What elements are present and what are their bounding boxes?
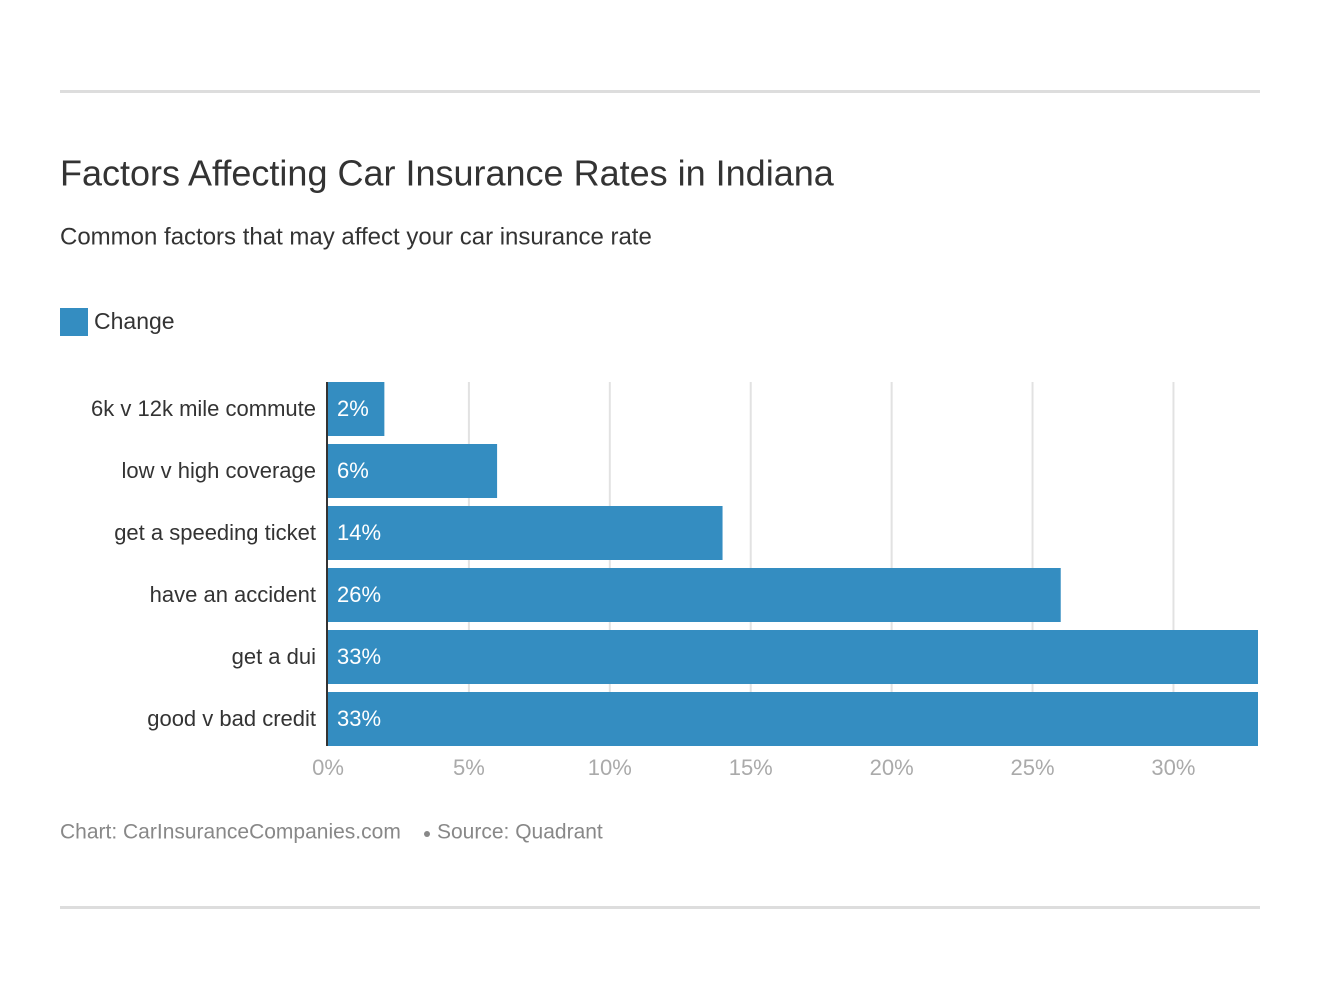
x-tick-label: 30%: [1151, 755, 1195, 780]
bar: [328, 506, 723, 560]
x-tick-label: 10%: [588, 755, 632, 780]
y-category-label: have an accident: [150, 582, 316, 607]
separator-dot: [424, 831, 430, 837]
bar: [328, 568, 1061, 622]
chart-source: Source: Quadrant: [437, 821, 603, 844]
value-label: 2%: [337, 396, 369, 421]
chart-credit: Chart: CarInsuranceCompanies.com: [60, 821, 401, 844]
value-label: 33%: [337, 706, 381, 731]
x-tick-label: 15%: [729, 755, 773, 780]
y-category-label: low v high coverage: [122, 458, 316, 483]
value-label: 6%: [337, 458, 369, 483]
x-tick-label: 0%: [312, 755, 344, 780]
value-label: 14%: [337, 520, 381, 545]
bar: [328, 692, 1258, 746]
value-label: 33%: [337, 644, 381, 669]
y-category-label: get a dui: [232, 644, 316, 669]
legend-label: Change: [94, 308, 175, 334]
bar: [328, 444, 498, 498]
y-category-label: 6k v 12k mile commute: [91, 396, 316, 421]
x-tick-label: 25%: [1011, 755, 1055, 780]
bar: [328, 382, 385, 436]
y-category-label: get a speeding ticket: [114, 520, 316, 545]
bar: [328, 630, 1258, 684]
chart-title: Factors Affecting Car Insurance Rates in…: [60, 153, 835, 194]
plot: Change 0% 5% 10% 15% 20% 25% 30% 6k v 12k mile c…: [60, 308, 1258, 780]
y-category-label: good v bad credit: [147, 706, 316, 731]
x-tick-label: 5%: [453, 755, 485, 780]
value-label: 26%: [337, 582, 381, 607]
x-tick-label: 20%: [870, 755, 914, 780]
legend-swatch: [60, 308, 88, 336]
chart-subtitle: Common factors that may affect your car …: [60, 223, 652, 250]
